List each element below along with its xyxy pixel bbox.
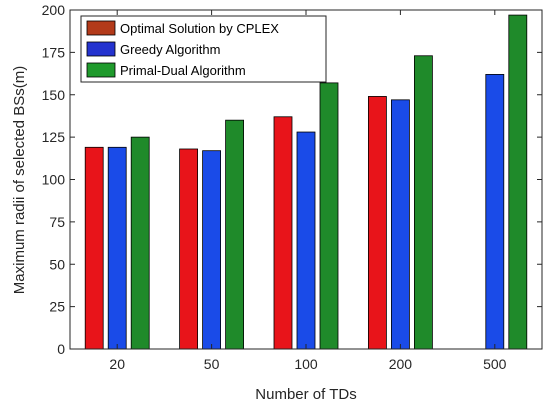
plot-frame <box>69 9 543 350</box>
bar-1-100 <box>273 116 293 350</box>
x-axis-ticks: 20 50 100 200 500 <box>109 10 507 372</box>
x-tick-label: 500 <box>483 356 507 372</box>
bars-group <box>84 14 528 350</box>
legend: Optimal Solution by CPLEX Greedy Algorith… <box>80 15 327 83</box>
y-tick-label: 0 <box>57 341 65 357</box>
legend-swatch-2 <box>86 41 116 57</box>
y-axis-label: Maximum radii of selected BSs(m) <box>11 66 28 294</box>
legend-swatch-1 <box>86 20 116 36</box>
y-tick-label: 25 <box>49 299 65 315</box>
y-tick-label: 100 <box>42 172 66 188</box>
x-tick-label: 100 <box>294 356 318 372</box>
bar-2-200 <box>390 99 410 350</box>
y-tick-label: 200 <box>42 2 66 18</box>
x-axis-label: Number of TDs <box>255 386 356 403</box>
legend-swatch-3 <box>86 62 116 78</box>
y-tick-label: 125 <box>42 129 66 145</box>
legend-label-2: Greedy Algorithm <box>120 42 220 57</box>
x-tick-label: 50 <box>204 356 220 372</box>
bar-1-20 <box>84 146 104 350</box>
bar-2-100 <box>296 131 316 350</box>
x-tick-label: 200 <box>389 356 413 372</box>
bar-1-200 <box>367 96 387 350</box>
bar-2-500 <box>485 74 505 350</box>
y-tick-label: 175 <box>42 44 66 60</box>
y-tick-label: 75 <box>49 214 65 230</box>
bar-3-20 <box>130 136 150 350</box>
y-tick-label: 50 <box>49 256 65 272</box>
bar-3-50 <box>225 119 245 350</box>
bar-3-500 <box>508 14 528 350</box>
legend-box <box>80 15 327 83</box>
y-tick-label: 150 <box>42 87 66 103</box>
legend-label-3: Primal-Dual Algorithm <box>120 63 246 78</box>
bar-1-50 <box>179 148 199 350</box>
bar-3-200 <box>413 55 433 350</box>
x-tick-label: 20 <box>109 356 125 372</box>
legend-label-1: Optimal Solution by CPLEX <box>120 21 279 36</box>
bar-2-20 <box>107 146 127 350</box>
bar-3-100 <box>319 82 339 350</box>
bar-2-50 <box>202 150 222 350</box>
